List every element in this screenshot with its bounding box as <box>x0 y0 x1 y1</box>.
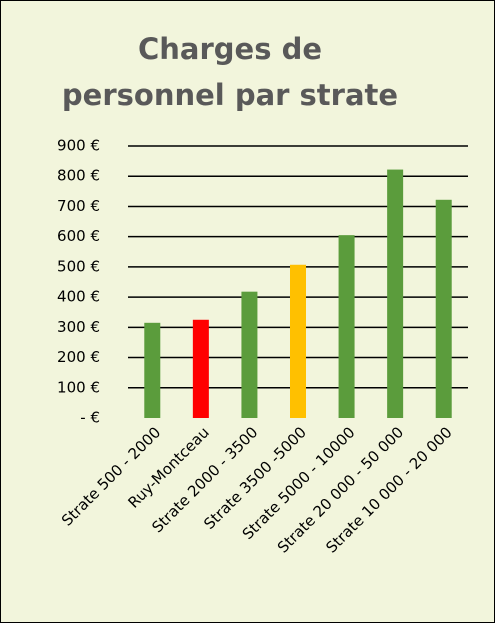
y-tick-label: 800 € <box>57 167 100 185</box>
bar <box>144 322 161 418</box>
chart-title: Charges de personnel par strate <box>61 32 399 112</box>
bar <box>192 319 209 418</box>
y-tick-label: 400 € <box>57 288 100 306</box>
y-tick-label: 900 € <box>57 137 100 155</box>
bar <box>290 264 306 418</box>
y-tick-label: - € <box>80 409 100 427</box>
bar <box>435 199 452 418</box>
y-tick-label: 500 € <box>57 257 100 275</box>
y-tick-label: 100 € <box>57 378 100 396</box>
y-tick-label: 300 € <box>57 318 100 336</box>
bar <box>387 169 404 418</box>
bar <box>241 291 258 418</box>
y-tick-label: 700 € <box>57 197 100 215</box>
y-tick-label: 600 € <box>57 227 100 245</box>
bar <box>338 235 355 418</box>
y-tick-label: 200 € <box>57 348 100 366</box>
